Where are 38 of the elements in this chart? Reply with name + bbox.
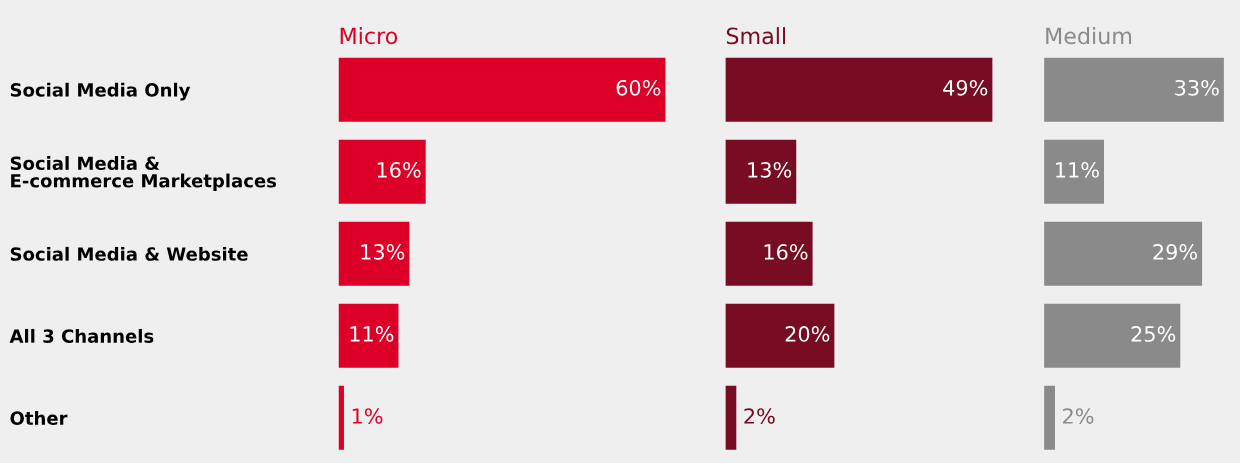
data-label: 16% [377, 161, 421, 178]
data-label: 16% [764, 244, 808, 260]
bar [338, 139, 426, 204]
data-label: 49% [943, 79, 988, 96]
bar [725, 385, 737, 450]
bar [1044, 139, 1105, 204]
data-label: 20% [785, 326, 830, 342]
bar [338, 385, 344, 450]
data-label: 11% [350, 326, 394, 342]
bar [725, 303, 835, 368]
y-tick-label: All 3 Channels [9, 328, 154, 343]
data-label: 13% [748, 161, 792, 178]
data-label: 11% [1056, 161, 1099, 178]
chart-title: Small [726, 27, 786, 45]
y-tick-label: Social Media Only [10, 82, 191, 101]
y-tick-label: Social Media & Website [10, 246, 248, 261]
bar [725, 139, 797, 204]
y-tick-label: Social Media & E-commerce Marketplaces [10, 156, 277, 192]
bar [1044, 303, 1181, 368]
chart-title: Medium [1046, 27, 1132, 45]
chart-title: Micro [340, 27, 398, 45]
bar [725, 221, 813, 286]
data-label: 2% [744, 408, 775, 424]
bar [338, 303, 399, 368]
bar [725, 57, 993, 122]
data-label: 33% [1175, 79, 1219, 96]
y-tick-label: Other [10, 411, 68, 425]
data-label: 29% [1153, 244, 1198, 260]
data-label: 2% [1063, 408, 1094, 424]
bar [1044, 57, 1224, 122]
data-label: 25% [1131, 326, 1176, 342]
bar [338, 57, 666, 122]
bar [1044, 385, 1055, 450]
bar [338, 221, 410, 286]
data-label: 60% [616, 79, 661, 96]
bar [1044, 221, 1203, 286]
data-label: 1% [352, 408, 383, 424]
data-label: 13% [361, 244, 405, 260]
